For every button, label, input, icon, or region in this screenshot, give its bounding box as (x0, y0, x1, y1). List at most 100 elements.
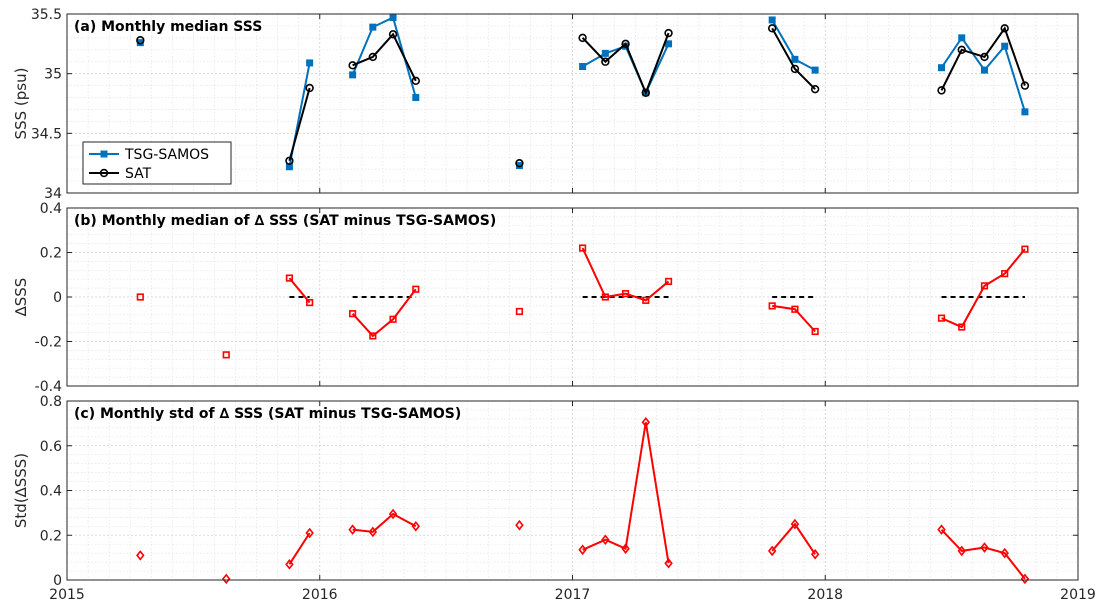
y-tick-label: 0 (53, 290, 62, 306)
series-tsg-samos (136, 14, 1029, 171)
series-line (288, 532, 311, 565)
data-point (389, 315, 397, 323)
grid (66, 400, 1079, 581)
x-tick-label: 2017 (555, 587, 591, 603)
series-line (352, 32, 417, 82)
data-point (980, 52, 989, 62)
series-line (582, 422, 670, 564)
panel-a: 34 34.5 35 35.5 SSS (psu) (a) Monthly median … (12, 7, 1079, 202)
panel-c: 2015 2016 2017 2018 2019 0 0.2 0.4 0.6 0.8 Std(∆SS… (12, 394, 1096, 603)
y-tick-label: 0.4 (40, 484, 62, 500)
y-tick-label: 0.4 (40, 201, 62, 217)
series-line (941, 248, 1026, 329)
data-point (601, 293, 609, 301)
data-point (980, 282, 989, 290)
data-point (515, 519, 524, 531)
data-point (601, 534, 610, 546)
data-point (348, 61, 357, 70)
series-line (352, 512, 417, 533)
series-line (288, 277, 311, 304)
y-tick-label: 0.2 (40, 246, 62, 262)
data-point (136, 36, 145, 45)
data-point (958, 323, 966, 331)
data-point (388, 508, 398, 520)
data-point (348, 524, 357, 535)
data-point (601, 57, 610, 66)
data-point (389, 14, 397, 22)
data-point (349, 71, 357, 79)
y-axis-label: SSS (psu) (12, 68, 30, 140)
data-point (1001, 42, 1009, 50)
data-point (515, 158, 524, 168)
series-line (581, 247, 670, 302)
data-point (641, 416, 651, 428)
data-point (791, 305, 799, 313)
y-tick-label: 35.5 (31, 7, 62, 23)
series-sat (136, 24, 1030, 183)
series-line (288, 87, 311, 162)
data-point (811, 66, 819, 74)
legend-label: TSG-SAMOS (124, 147, 209, 163)
data-point (957, 45, 966, 54)
data-point (937, 86, 946, 95)
series-line (351, 288, 417, 338)
legend-entry: SAT (89, 166, 152, 182)
data-point (285, 156, 294, 165)
series-line (581, 32, 670, 96)
data-point (136, 550, 145, 561)
y-tick-label: 0.8 (40, 394, 62, 410)
data-point (369, 23, 377, 31)
series-line (771, 522, 816, 555)
y-tick-label: 0.2 (40, 528, 62, 544)
data-point (305, 83, 314, 93)
data-point (412, 94, 420, 102)
series-delta-sss (136, 416, 1030, 585)
data-point (369, 332, 377, 340)
series-line (940, 26, 1026, 91)
x-tick-label: 2018 (807, 587, 843, 603)
data-point (790, 64, 800, 74)
panel-b: -0.4 -0.2 0 0.2 0.4 ∆SSS (b) Monthly median of… (12, 201, 1079, 395)
data-point (388, 30, 398, 39)
data-point (958, 34, 966, 42)
data-point (1020, 573, 1030, 585)
y-axis-label: Std(∆SSS) (12, 453, 30, 528)
data-point (767, 545, 777, 557)
y-tick-label: 0.6 (40, 439, 62, 455)
data-point (601, 49, 609, 57)
data-point (642, 296, 650, 304)
y-tick-label: 0 (53, 573, 62, 589)
data-point (578, 33, 587, 43)
data-point (791, 55, 799, 63)
x-tick-label: 2019 (1060, 587, 1096, 603)
data-point (768, 16, 776, 24)
data-point (1020, 81, 1030, 90)
data-point (641, 88, 650, 97)
legend-marker (100, 150, 108, 158)
data-point (222, 351, 230, 359)
data-point (957, 545, 966, 557)
data-point (305, 527, 314, 539)
data-point (665, 40, 673, 48)
data-point (810, 548, 820, 560)
legend-entry: TSG-SAMOS (89, 147, 209, 163)
series-line (771, 27, 816, 90)
data-point (768, 302, 776, 310)
data-point (621, 39, 630, 49)
data-point (1000, 547, 1009, 559)
legend-label: SAT (125, 166, 152, 182)
y-tick-label: 34 (44, 186, 62, 202)
data-point (937, 314, 946, 322)
data-point (938, 64, 946, 72)
data-point (811, 327, 819, 336)
x-tick-label: 2015 (49, 587, 85, 603)
data-point (937, 524, 946, 535)
y-tick-label: 34.5 (31, 126, 62, 142)
series-line (772, 304, 816, 333)
panel-title: (a) Monthly median SSS (74, 19, 262, 35)
data-point (664, 28, 673, 38)
panel-title: (b) Monthly median of ∆ SSS (SAT minus T… (74, 213, 496, 229)
data-point (1000, 24, 1009, 33)
legend: TSG-SAMOS SAT (82, 141, 232, 185)
